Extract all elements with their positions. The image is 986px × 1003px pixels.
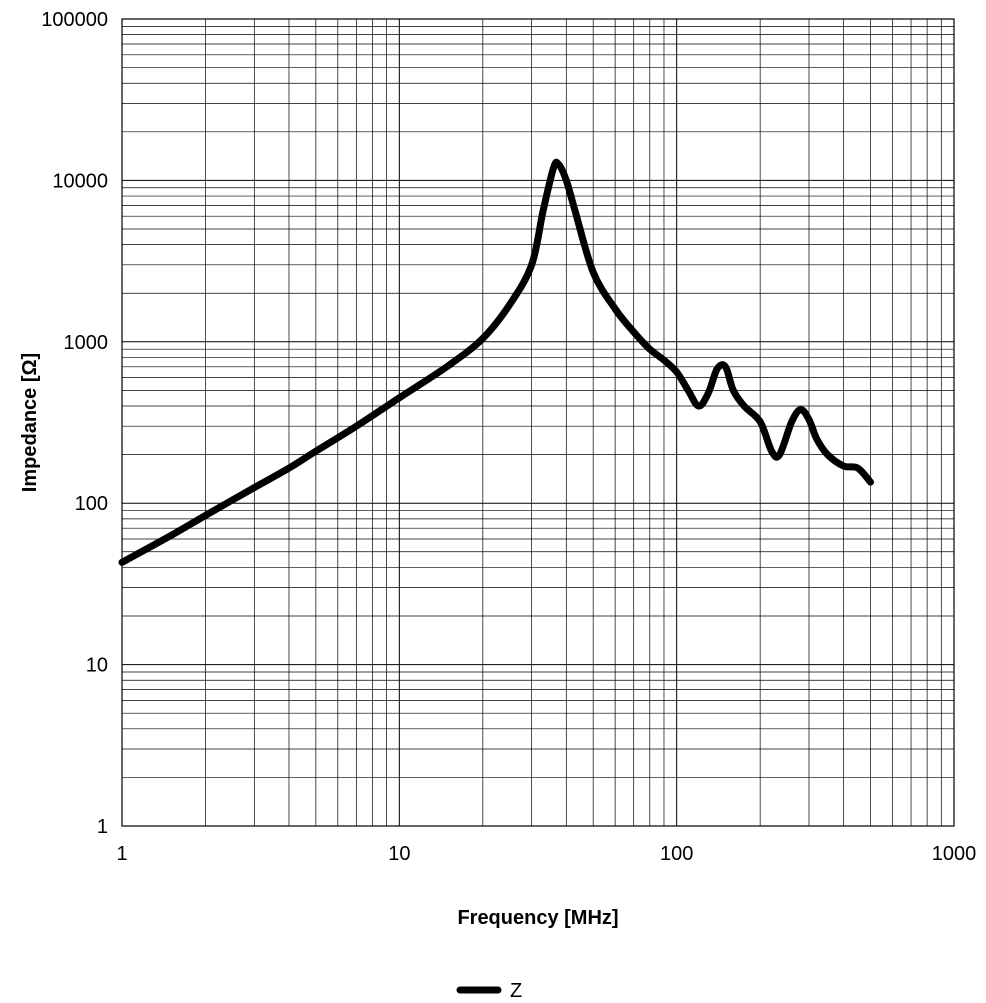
y-tick-label: 1 <box>97 816 108 838</box>
minor-gridlines <box>122 19 954 826</box>
legend-label-z: Z <box>510 980 522 1002</box>
x-tick-label: 100 <box>660 843 693 865</box>
y-tick-label: 10000 <box>52 170 108 192</box>
x-tick-label: 1000 <box>932 843 977 865</box>
y-tick-label: 1000 <box>64 332 109 354</box>
y-tick-label: 100000 <box>41 9 108 31</box>
y-tick-label: 100 <box>75 493 108 515</box>
x-tick-label: 1 <box>116 843 127 865</box>
y-axis-title: Impedance [Ω] <box>19 353 41 492</box>
series-line-z <box>118 158 875 566</box>
y-tick-labels: 1 10 100 1000 10000 100000 <box>41 9 108 838</box>
y-tick-label: 10 <box>86 655 108 677</box>
x-tick-label: 10 <box>388 843 410 865</box>
x-tick-labels: 1 10 100 1000 <box>116 843 976 865</box>
plot-border <box>121 18 955 827</box>
legend: Z <box>456 980 522 1002</box>
major-gridlines <box>121 19 954 827</box>
series-layer <box>118 158 875 566</box>
x-axis-title: Frequency [MHz] <box>457 907 618 929</box>
